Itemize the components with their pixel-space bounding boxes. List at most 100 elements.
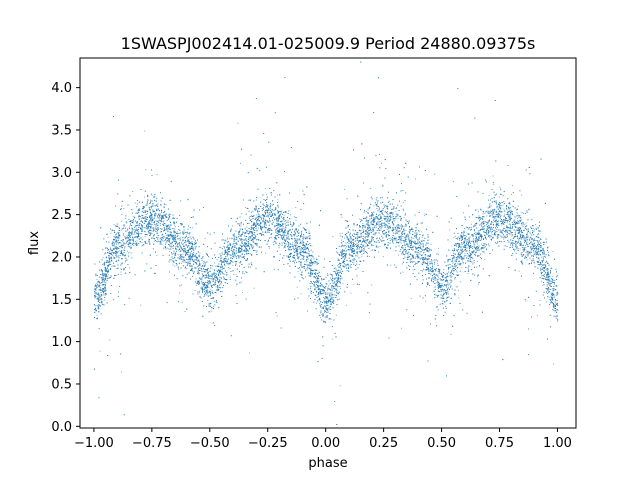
data-point: [182, 231, 184, 233]
data-point: [283, 242, 285, 243]
data-point: [293, 243, 295, 245]
data-point: [159, 242, 161, 244]
data-point: [120, 271, 122, 273]
data-point: [188, 242, 190, 244]
data-point: [283, 247, 285, 249]
data-point: [229, 276, 231, 278]
data-point: [337, 258, 339, 260]
data-point: [337, 259, 339, 261]
data-point: [136, 224, 138, 226]
data-point: [527, 236, 529, 238]
data-point: [263, 235, 265, 237]
data-point: [526, 229, 527, 231]
data-point: [294, 257, 295, 259]
data-point: [369, 233, 371, 235]
data-point: [328, 293, 330, 295]
data-point: [540, 271, 542, 273]
data-point: [227, 263, 229, 265]
data-point: [482, 221, 484, 223]
data-point: [392, 243, 394, 245]
data-point: [427, 255, 429, 256]
data-point: [133, 227, 135, 228]
data-point: [546, 278, 547, 280]
data-point: [178, 233, 180, 234]
data-point: [478, 238, 480, 239]
data-point: [94, 296, 96, 298]
data-point: [540, 267, 542, 269]
data-point: [155, 219, 157, 221]
data-point: [156, 215, 158, 217]
data-point: [101, 298, 103, 300]
data-point: [434, 279, 436, 281]
data-point: [311, 274, 313, 276]
data-point: [377, 223, 378, 225]
data-point: [538, 264, 540, 265]
data-point: [221, 239, 223, 241]
data-point: [179, 250, 181, 252]
data-point: [408, 226, 410, 228]
data-point: [245, 206, 247, 208]
data-point: [362, 222, 364, 224]
data-point: [451, 275, 453, 277]
data-point: [407, 233, 409, 235]
data-point: [396, 241, 398, 243]
data-point: [371, 284, 373, 286]
data-point: [103, 293, 105, 295]
data-point: [300, 262, 302, 264]
data-point: [177, 254, 179, 256]
data-point: [151, 194, 153, 196]
data-point: [503, 224, 505, 225]
data-point: [268, 208, 270, 210]
data-point: [385, 236, 387, 238]
data-point: [243, 232, 245, 234]
data-point: [201, 273, 203, 275]
data-point: [470, 223, 472, 225]
data-point: [243, 245, 245, 247]
data-point: [356, 253, 358, 255]
data-point: [129, 232, 131, 234]
data-point: [532, 231, 533, 233]
data-point: [280, 225, 282, 227]
data-point: [342, 270, 344, 272]
data-point: [446, 288, 448, 290]
data-point: [520, 234, 522, 236]
data-point: [149, 228, 151, 230]
data-point: [367, 253, 368, 255]
data-point: [534, 229, 535, 231]
data-point: [492, 221, 494, 223]
data-point: [288, 242, 290, 244]
data-point: [160, 228, 162, 230]
data-point: [438, 270, 440, 271]
data-point: [267, 216, 269, 218]
data-point: [361, 256, 363, 258]
data-point: [215, 278, 217, 280]
data-point: [304, 260, 306, 262]
data-point: [294, 231, 296, 233]
data-point: [134, 233, 136, 235]
data-point: [157, 203, 159, 205]
data-point: [337, 292, 339, 294]
data-point: [353, 283, 355, 285]
data-point: [178, 292, 180, 294]
data-point: [147, 200, 149, 201]
data-point: [460, 281, 462, 283]
data-point: [424, 215, 426, 217]
data-point: [518, 221, 519, 222]
data-point: [482, 213, 484, 215]
data-point: [509, 216, 511, 217]
data-point: [107, 236, 109, 238]
data-point: [329, 293, 331, 295]
data-point: [546, 301, 548, 303]
data-point: [495, 201, 497, 203]
data-point: [165, 224, 167, 226]
data-point: [178, 266, 180, 268]
data-point: [145, 227, 147, 229]
data-point: [133, 229, 135, 231]
data-point: [235, 249, 237, 251]
data-point: [535, 223, 537, 225]
data-point: [149, 220, 151, 222]
data-point: [453, 237, 455, 239]
data-point: [363, 246, 365, 248]
data-point: [199, 290, 201, 292]
data-point: [446, 275, 448, 277]
